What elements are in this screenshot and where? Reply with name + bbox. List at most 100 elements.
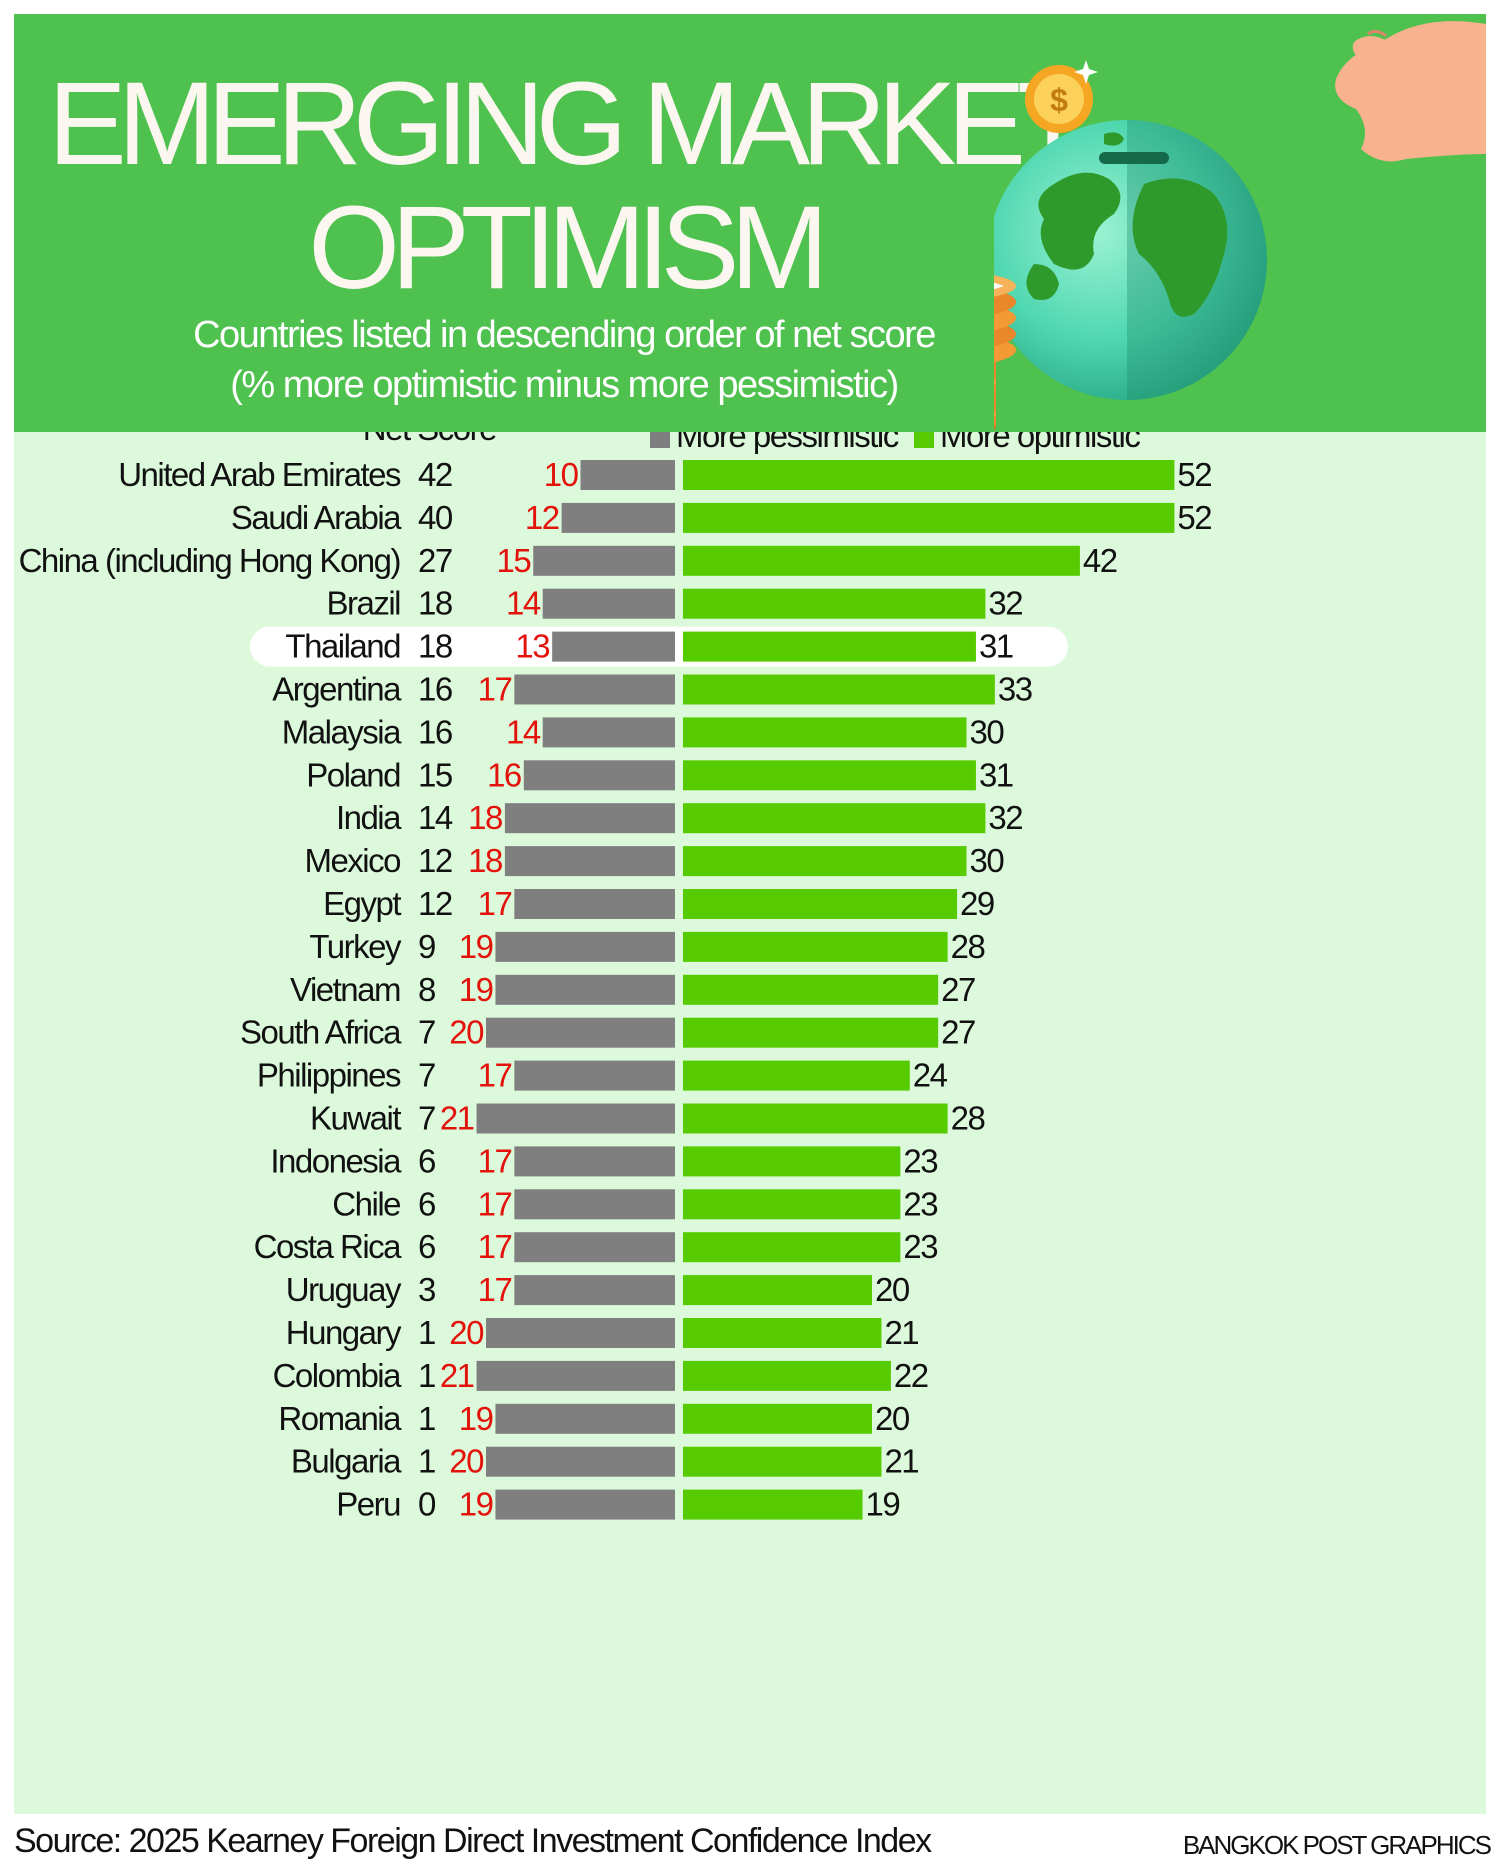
pessimistic-bar xyxy=(552,631,675,662)
pessimistic-value: 18 xyxy=(468,799,502,836)
optimistic-bar xyxy=(683,1232,901,1263)
pessimistic-value: 10 xyxy=(544,456,579,493)
net-score-value: 42 xyxy=(418,456,452,493)
pessimistic-value: 20 xyxy=(449,1014,484,1051)
optimistic-value: 31 xyxy=(979,628,1013,665)
pessimistic-value: 21 xyxy=(440,1357,474,1394)
net-score-value: 1 xyxy=(418,1357,435,1394)
country-label: Brazil xyxy=(326,585,400,622)
chart: Net Score More pessimistic More optimistic… xyxy=(19,432,1213,1523)
optimistic-value: 29 xyxy=(960,885,994,922)
pessimistic-bar xyxy=(580,460,675,490)
optimistic-bar xyxy=(683,1017,939,1048)
optimistic-bar xyxy=(683,1360,891,1391)
optimistic-bar xyxy=(683,1103,948,1134)
optimistic-value: 31 xyxy=(979,756,1013,793)
page-title: EMERGING MARKET OPTIMISM xyxy=(14,62,1114,310)
pessimistic-value: 19 xyxy=(459,971,493,1008)
optimistic-bar xyxy=(683,545,1080,576)
pessimistic-bar xyxy=(514,1146,675,1177)
pessimistic-value: 17 xyxy=(478,1271,512,1308)
net-score-value: 7 xyxy=(418,1014,435,1051)
legend-swatch-optimistic xyxy=(914,432,934,448)
optimistic-value: 20 xyxy=(875,1400,910,1437)
pessimistic-value: 17 xyxy=(478,1228,512,1265)
country-label: Argentina xyxy=(272,671,402,708)
net-score-value: 7 xyxy=(418,1100,435,1137)
optimistic-value: 30 xyxy=(970,713,1005,750)
pessimistic-bar xyxy=(495,931,675,962)
net-score-value: 18 xyxy=(418,585,452,622)
country-label: India xyxy=(336,799,402,836)
optimistic-value: 21 xyxy=(884,1443,918,1480)
country-label: Colombia xyxy=(273,1357,403,1394)
pessimistic-value: 17 xyxy=(478,1142,512,1179)
pessimistic-value: 20 xyxy=(449,1443,484,1480)
pessimistic-bar xyxy=(504,803,675,834)
hand-icon xyxy=(1335,21,1486,162)
net-score-value: 16 xyxy=(418,671,452,708)
pessimistic-bar xyxy=(523,760,675,791)
net-score-value: 6 xyxy=(418,1185,435,1222)
optimistic-bar xyxy=(683,931,948,962)
pessimistic-value: 17 xyxy=(478,885,512,922)
title-line-2: OPTIMISM xyxy=(308,182,828,314)
pessimistic-value: 17 xyxy=(478,1185,512,1222)
optimistic-value: 23 xyxy=(903,1185,937,1222)
country-label: Vietnam xyxy=(290,971,400,1008)
country-label: Turkey xyxy=(309,928,402,965)
globe-icon xyxy=(994,120,1267,400)
country-label: United Arab Emirates xyxy=(118,456,401,493)
pessimistic-bar xyxy=(495,1489,675,1520)
optimistic-bar xyxy=(683,674,995,705)
pessimistic-value: 19 xyxy=(459,928,493,965)
optimistic-bar xyxy=(683,1060,910,1091)
subtitle: Countries listed in descending order of … xyxy=(14,310,1114,410)
pessimistic-bar xyxy=(504,846,675,877)
country-label: Saudi Arabia xyxy=(231,499,402,536)
optimistic-bar xyxy=(683,1446,882,1477)
country-label: Indonesia xyxy=(270,1142,402,1179)
optimistic-bar xyxy=(683,1275,872,1306)
country-label: Bulgaria xyxy=(291,1443,402,1480)
country-label: South Africa xyxy=(240,1014,402,1051)
chart-panel: Net Score More pessimistic More optimistic… xyxy=(14,432,1486,1814)
pessimistic-bar xyxy=(514,1232,675,1263)
pessimistic-bar xyxy=(476,1360,675,1391)
optimistic-bar xyxy=(683,974,939,1005)
subtitle-line-2: (% more optimistic minus more pessimisti… xyxy=(230,364,899,406)
pessimistic-value: 20 xyxy=(449,1314,484,1351)
optimistic-bar xyxy=(683,1318,882,1348)
optimistic-value: 21 xyxy=(884,1314,918,1351)
optimistic-value: 33 xyxy=(998,671,1032,708)
net-score-value: 14 xyxy=(418,799,453,836)
optimistic-bar xyxy=(683,717,967,748)
pessimistic-bar xyxy=(476,1103,675,1134)
pessimistic-bar xyxy=(542,588,675,619)
pessimistic-bar xyxy=(486,1017,675,1048)
net-score-value: 9 xyxy=(418,928,435,965)
optimistic-bar xyxy=(683,1403,872,1434)
country-label: Mexico xyxy=(304,842,400,879)
net-score-value: 18 xyxy=(418,628,452,665)
optimistic-value: 32 xyxy=(988,799,1022,836)
optimistic-value: 24 xyxy=(913,1057,948,1094)
country-label: Peru xyxy=(336,1486,400,1523)
optimistic-value: 19 xyxy=(866,1486,900,1523)
pessimistic-bar xyxy=(514,1189,675,1220)
sparkle-icon xyxy=(994,60,1098,290)
country-label: Hungary xyxy=(286,1314,402,1351)
country-label: Thailand xyxy=(285,628,400,665)
country-label: Chile xyxy=(332,1185,400,1222)
net-score-value: 1 xyxy=(418,1314,435,1351)
pessimistic-value: 19 xyxy=(459,1486,493,1523)
pessimistic-bar xyxy=(486,1318,675,1348)
optimistic-bar xyxy=(683,803,986,834)
pessimistic-bar xyxy=(486,1446,675,1477)
optimistic-value: 28 xyxy=(951,928,985,965)
coin-icon: $ xyxy=(1025,65,1093,133)
pessimistic-bar xyxy=(561,502,675,533)
optimistic-value: 27 xyxy=(941,971,975,1008)
pessimistic-value: 15 xyxy=(497,542,531,579)
country-label: Malaysia xyxy=(282,713,402,750)
